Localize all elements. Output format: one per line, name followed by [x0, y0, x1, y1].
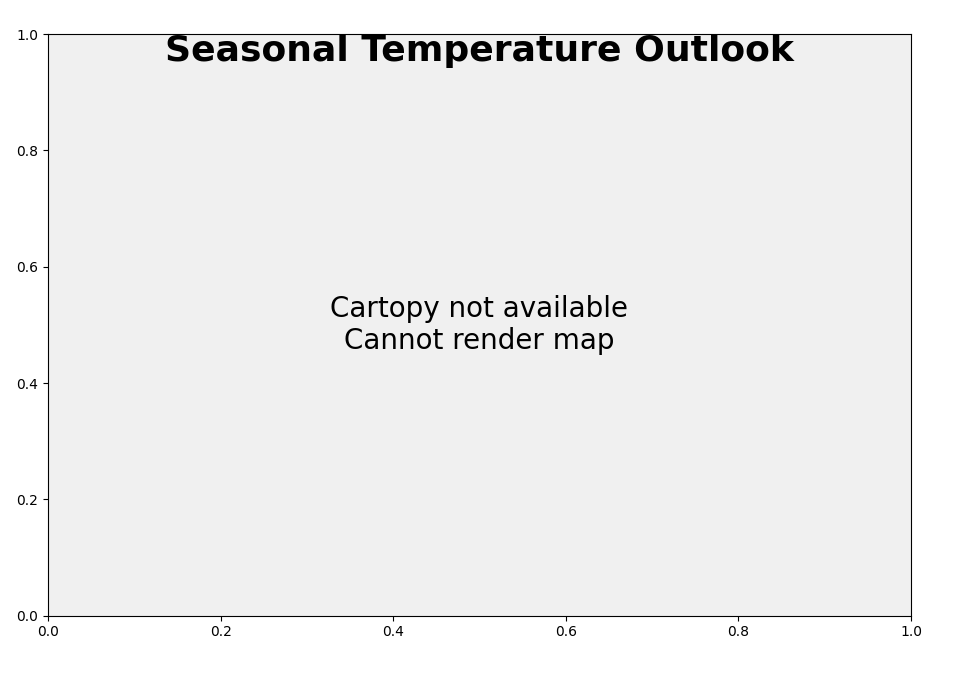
Text: Seasonal Temperature Outlook: Seasonal Temperature Outlook — [165, 34, 794, 68]
Text: Cartopy not available
Cannot render map: Cartopy not available Cannot render map — [331, 295, 628, 355]
